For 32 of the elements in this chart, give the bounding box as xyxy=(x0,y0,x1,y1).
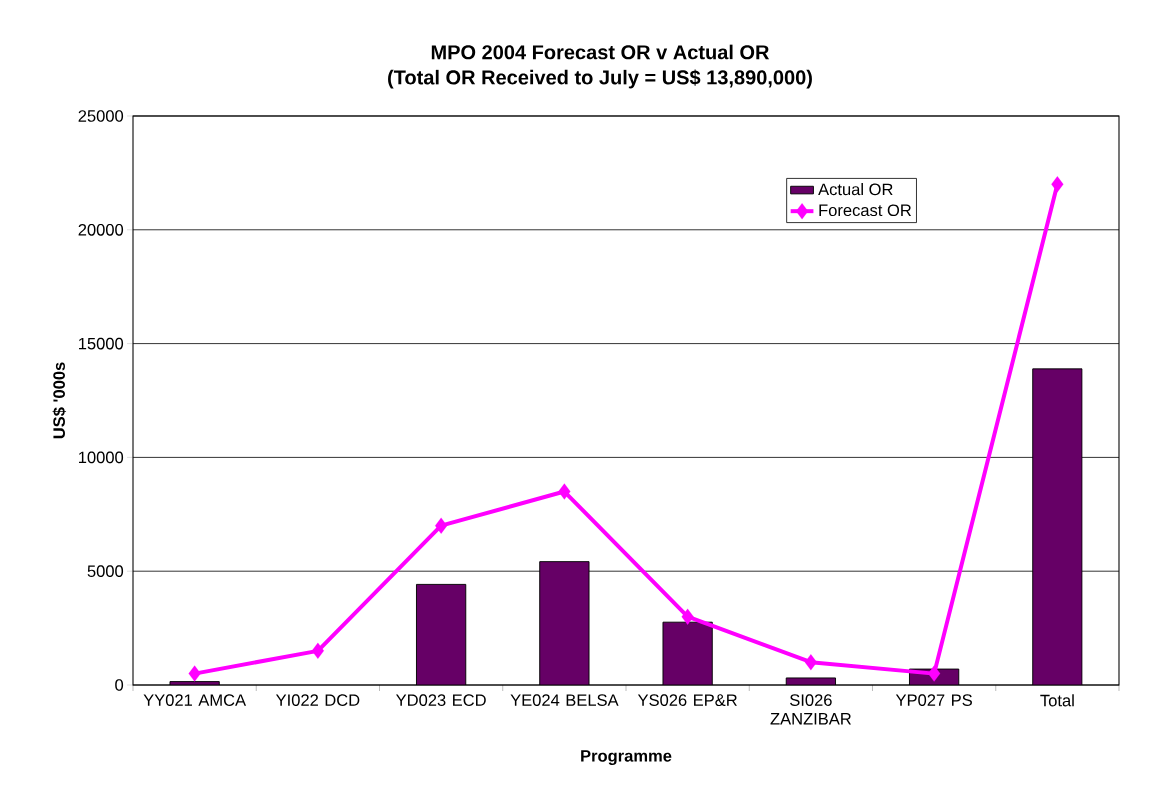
y-axis-title: US$ '000s xyxy=(52,362,67,439)
x-axis-title: Programme xyxy=(581,750,672,766)
chart-subtitle: (Total OR Received to July = US$ 13,890,000) xyxy=(388,69,812,89)
y-tick-label: 15000 xyxy=(79,337,124,350)
x-tick-label: YP027 PS xyxy=(895,694,972,706)
point xyxy=(435,517,448,534)
bar xyxy=(416,583,467,685)
y-tick-label: 10000 xyxy=(79,451,124,464)
point xyxy=(928,665,941,682)
y-tick-label: 5000 xyxy=(87,565,124,578)
bar xyxy=(1032,368,1083,685)
x-tick-label: Total xyxy=(1040,694,1074,707)
point xyxy=(681,608,694,625)
point xyxy=(558,483,571,500)
x-tick-label: YS026 EP&R xyxy=(637,694,737,706)
point xyxy=(1051,176,1064,193)
point xyxy=(804,654,817,671)
legend-label: Forecast OR xyxy=(819,204,912,217)
y-tick-label: 0 xyxy=(115,679,124,691)
y-tick-label: 25000 xyxy=(78,110,124,122)
x-tick-label: YE024 BELSA xyxy=(510,694,619,706)
legend-label: Actual OR xyxy=(818,183,893,196)
chart-title: MPO 2004 Forecast OR v Actual OR xyxy=(431,44,770,60)
y-tick-label: 20000 xyxy=(78,223,124,236)
x-tick-label: YI022 DCD xyxy=(275,694,360,706)
bar xyxy=(539,561,590,685)
point xyxy=(311,642,324,659)
bar xyxy=(662,621,713,685)
x-tick-label: YY021 AMCA xyxy=(143,694,247,706)
point xyxy=(188,665,201,682)
x-tick-label: YD023 ECD xyxy=(396,694,486,706)
x-tick-label: SI026 ZANZIBAR xyxy=(770,694,851,725)
